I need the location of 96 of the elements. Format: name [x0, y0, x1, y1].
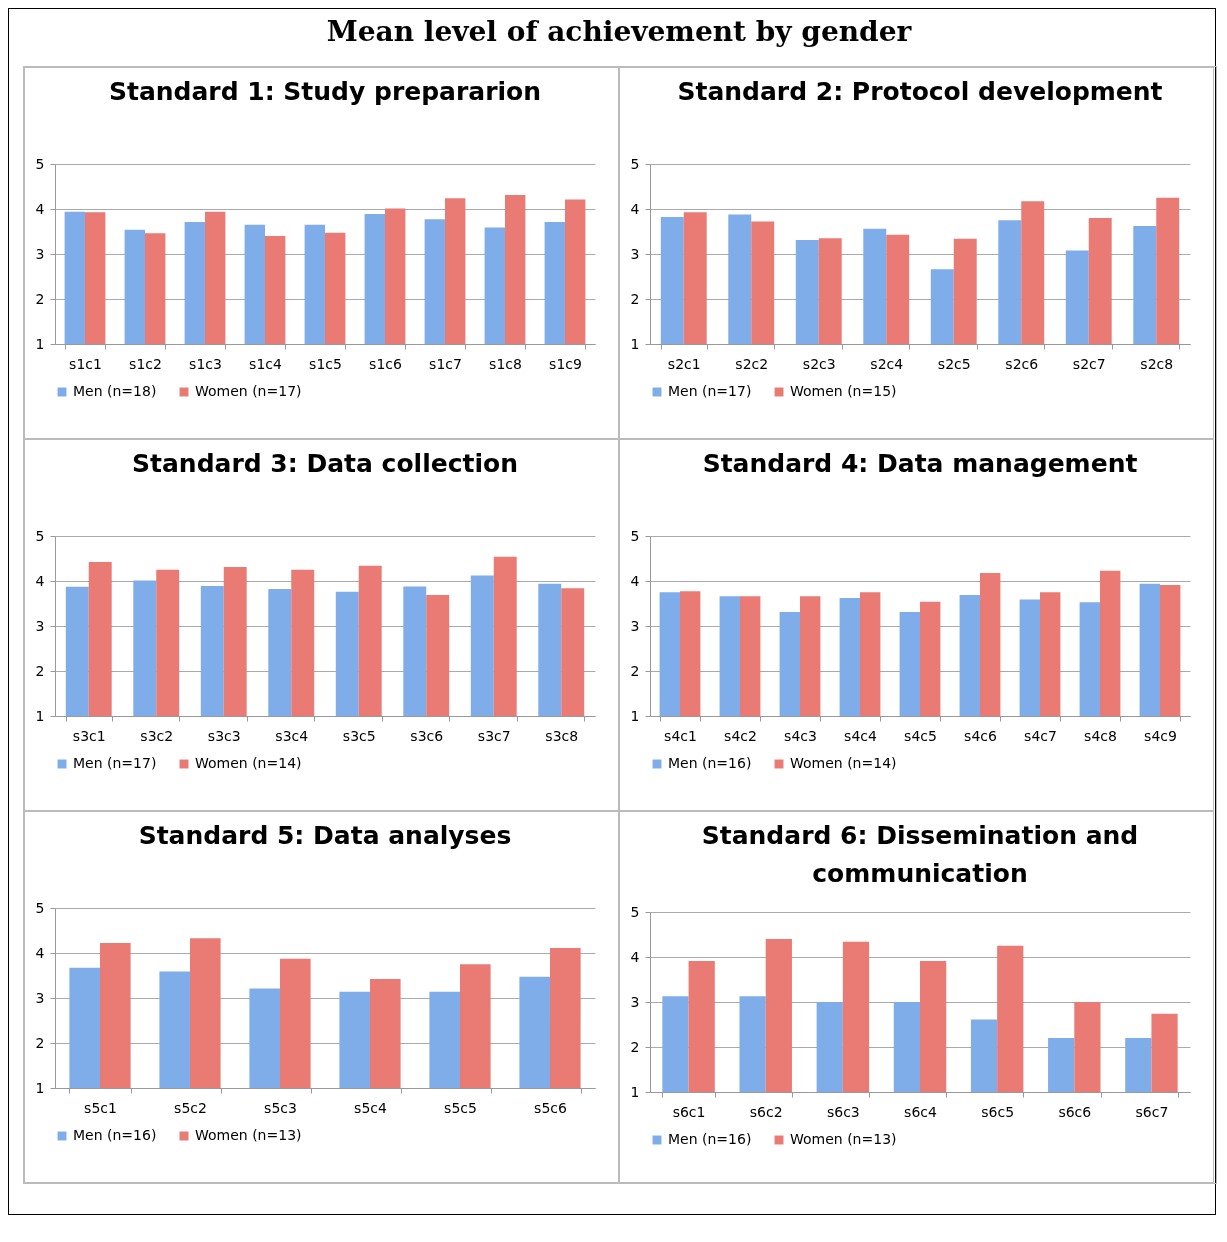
- legend-label: Women (n=17): [195, 383, 302, 399]
- y-tick-label: 2: [630, 1038, 640, 1055]
- y-tick-label: 1: [35, 707, 45, 724]
- x-tick-label: s5c6: [534, 1099, 567, 1116]
- text: Mean level of achievement by gender: [325, 14, 913, 48]
- legend-label: Women (n=14): [790, 755, 897, 771]
- y-tick-label: 4: [630, 572, 640, 589]
- x-tick-label: s3c2: [140, 727, 174, 744]
- x-tick-label: s5c4: [354, 1099, 387, 1116]
- x-tick-label: s4c2: [724, 727, 757, 744]
- x-tick-label: s1c1: [69, 355, 102, 372]
- x-tick-label: s1c5: [309, 355, 342, 372]
- x-tick-label: s1c7: [429, 355, 462, 372]
- legend-label: Men (n=18): [73, 383, 157, 399]
- y-tick-label: 3: [35, 617, 45, 634]
- x-tick-label: s2c7: [1072, 355, 1106, 372]
- y-tick-label: 4: [630, 948, 640, 965]
- legend-label: Men (n=16): [668, 755, 752, 771]
- x-tick-label: s4c5: [904, 727, 937, 744]
- x-tick-label: s4c7: [1024, 727, 1057, 744]
- y-tick-label: 2: [630, 662, 640, 679]
- legend-label: Women (n=13): [790, 1131, 897, 1147]
- chart-title: Standard 1: Study prepararion: [108, 77, 542, 106]
- y-tick-label: 5: [35, 899, 45, 916]
- legend-label: Women (n=14): [195, 755, 302, 771]
- x-tick-label: s6c1: [672, 1103, 706, 1120]
- x-tick-label: s4c6: [964, 727, 997, 744]
- x-tick-label: s3c4: [275, 727, 309, 744]
- y-tick-label: 1: [630, 335, 640, 352]
- chart-title: Standard 4: Data management: [702, 449, 1138, 478]
- x-tick-label: s3c3: [207, 727, 241, 744]
- x-tick-label: s6c2: [749, 1103, 783, 1120]
- x-tick-label: s6c7: [1135, 1103, 1169, 1120]
- y-tick-label: 3: [35, 245, 45, 262]
- x-tick-label: s3c8: [545, 727, 579, 744]
- chart-title: Standard 3: Data collection: [132, 449, 518, 478]
- x-tick-label: s1c3: [189, 355, 222, 372]
- legend-label: Men (n=16): [668, 1131, 752, 1147]
- y-tick-label: 3: [630, 245, 640, 262]
- legend-label: Women (n=13): [195, 1127, 302, 1143]
- y-tick-label: 5: [35, 155, 45, 172]
- y-tick-label: 3: [630, 617, 640, 634]
- x-tick-label: s2c1: [667, 355, 701, 372]
- x-tick-label: s1c2: [129, 355, 162, 372]
- y-tick-label: 1: [35, 335, 45, 352]
- x-tick-label: s3c6: [410, 727, 444, 744]
- x-tick-label: s4c8: [1084, 727, 1117, 744]
- y-tick-label: 3: [630, 993, 640, 1010]
- x-tick-label: s5c3: [264, 1099, 297, 1116]
- y-tick-label: 5: [35, 527, 45, 544]
- chart-title: Standard 2: Protocol development: [677, 77, 1163, 106]
- x-tick-label: s5c5: [444, 1099, 477, 1116]
- y-tick-label: 2: [35, 1034, 45, 1051]
- x-tick-label: s1c4: [249, 355, 282, 372]
- chart-title: Standard 5: Data analyses: [138, 821, 512, 850]
- x-tick-label: s3c7: [477, 727, 511, 744]
- x-tick-label: s6c3: [826, 1103, 860, 1120]
- x-tick-label: s1c9: [549, 355, 582, 372]
- x-tick-label: s4c3: [784, 727, 817, 744]
- x-tick-label: s4c4: [844, 727, 877, 744]
- y-tick-label: 5: [630, 527, 640, 544]
- x-tick-label: s2c3: [802, 355, 836, 372]
- x-tick-label: s4c1: [664, 727, 697, 744]
- x-tick-label: s5c2: [174, 1099, 207, 1116]
- chart-title: Standard 6: Dissemination and communication: [701, 821, 1139, 888]
- x-tick-label: s6c5: [981, 1103, 1015, 1120]
- x-tick-label: s2c5: [937, 355, 971, 372]
- x-tick-label: s2c6: [1005, 355, 1039, 372]
- x-tick-label: s3c1: [72, 727, 106, 744]
- y-tick-label: 2: [630, 290, 640, 307]
- y-tick-label: 1: [35, 1079, 45, 1096]
- y-tick-label: 2: [35, 662, 45, 679]
- x-tick-label: s6c6: [1058, 1103, 1092, 1120]
- y-tick-label: 1: [630, 1083, 640, 1100]
- y-tick-label: 2: [35, 290, 45, 307]
- x-tick-label: s2c4: [870, 355, 904, 372]
- legend-label: Men (n=16): [73, 1127, 157, 1143]
- legend-label: Men (n=17): [73, 755, 157, 771]
- y-tick-label: 4: [35, 200, 45, 217]
- y-tick-label: 3: [35, 989, 45, 1006]
- y-tick-label: 4: [35, 944, 45, 961]
- y-tick-label: 4: [35, 572, 45, 589]
- x-tick-label: s6c4: [904, 1103, 937, 1120]
- legend-label: Women (n=15): [790, 383, 897, 399]
- y-tick-label: 5: [630, 155, 640, 172]
- x-tick-label: s5c1: [84, 1099, 117, 1116]
- x-tick-label: s3c5: [342, 727, 376, 744]
- y-tick-label: 4: [630, 200, 640, 217]
- x-tick-label: s4c9: [1144, 727, 1177, 744]
- x-tick-label: s1c8: [489, 355, 522, 372]
- y-tick-label: 1: [630, 707, 640, 724]
- y-tick-label: 5: [630, 903, 640, 920]
- x-tick-label: s2c2: [735, 355, 769, 372]
- x-tick-label: s1c6: [369, 355, 402, 372]
- legend-label: Men (n=17): [668, 383, 752, 399]
- x-tick-label: s2c8: [1140, 355, 1174, 372]
